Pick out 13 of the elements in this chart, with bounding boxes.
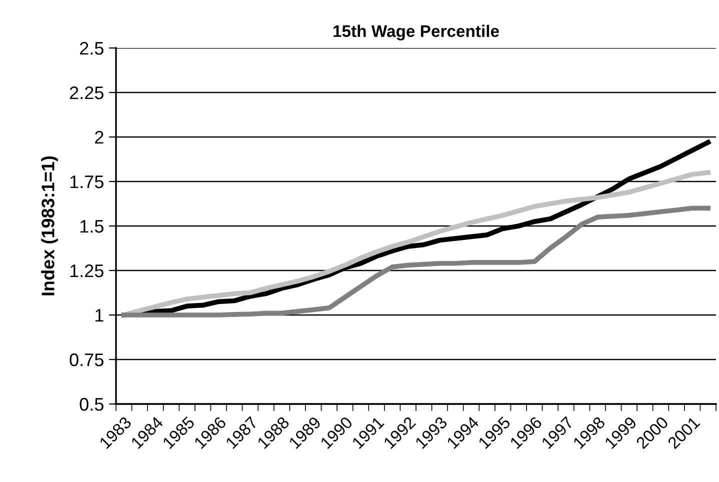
y-tick-label: 1.75: [70, 176, 104, 188]
y-tick-label: 1.25: [70, 264, 104, 278]
y-axis-title: Index (1983:1=1): [41, 156, 58, 296]
line-series: [121, 206, 711, 318]
line-series: [121, 170, 711, 318]
y-tick-label: 2.5: [80, 42, 104, 55]
y-tick-label: 1.5: [80, 220, 104, 233]
y-tick-label: 0.75: [70, 353, 104, 366]
y-tick-label: 0.5: [80, 398, 104, 411]
y-tick-label: 1: [96, 309, 104, 322]
chart-title: 15th Wage Percentile: [334, 24, 499, 40]
y-tick-label: 2: [95, 130, 104, 144]
y-tick-label: 2.25: [70, 86, 104, 100]
